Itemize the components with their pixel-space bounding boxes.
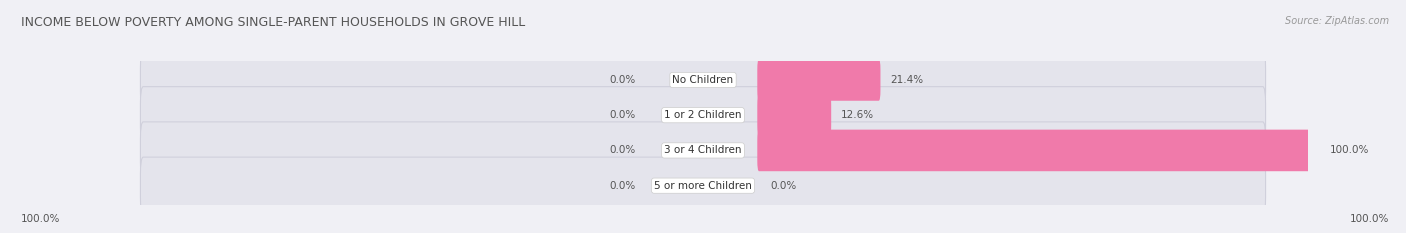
Text: 21.4%: 21.4%	[890, 75, 924, 85]
FancyBboxPatch shape	[758, 59, 880, 101]
Text: 1 or 2 Children: 1 or 2 Children	[664, 110, 742, 120]
Text: 100.0%: 100.0%	[1330, 145, 1369, 155]
Text: 5 or more Children: 5 or more Children	[654, 181, 752, 191]
Text: 3 or 4 Children: 3 or 4 Children	[664, 145, 742, 155]
Text: Source: ZipAtlas.com: Source: ZipAtlas.com	[1285, 16, 1389, 26]
Text: 100.0%: 100.0%	[1350, 214, 1389, 224]
Text: 12.6%: 12.6%	[841, 110, 875, 120]
Text: 0.0%: 0.0%	[610, 145, 636, 155]
Text: No Children: No Children	[672, 75, 734, 85]
FancyBboxPatch shape	[141, 122, 1265, 179]
FancyBboxPatch shape	[758, 94, 831, 136]
Text: 0.0%: 0.0%	[610, 75, 636, 85]
Text: 100.0%: 100.0%	[21, 214, 60, 224]
Text: 0.0%: 0.0%	[610, 110, 636, 120]
Text: INCOME BELOW POVERTY AMONG SINGLE-PARENT HOUSEHOLDS IN GROVE HILL: INCOME BELOW POVERTY AMONG SINGLE-PARENT…	[21, 16, 526, 29]
FancyBboxPatch shape	[758, 130, 1320, 171]
FancyBboxPatch shape	[141, 87, 1265, 144]
FancyBboxPatch shape	[141, 157, 1265, 214]
Text: 0.0%: 0.0%	[770, 181, 796, 191]
FancyBboxPatch shape	[141, 51, 1265, 109]
Text: 0.0%: 0.0%	[610, 181, 636, 191]
